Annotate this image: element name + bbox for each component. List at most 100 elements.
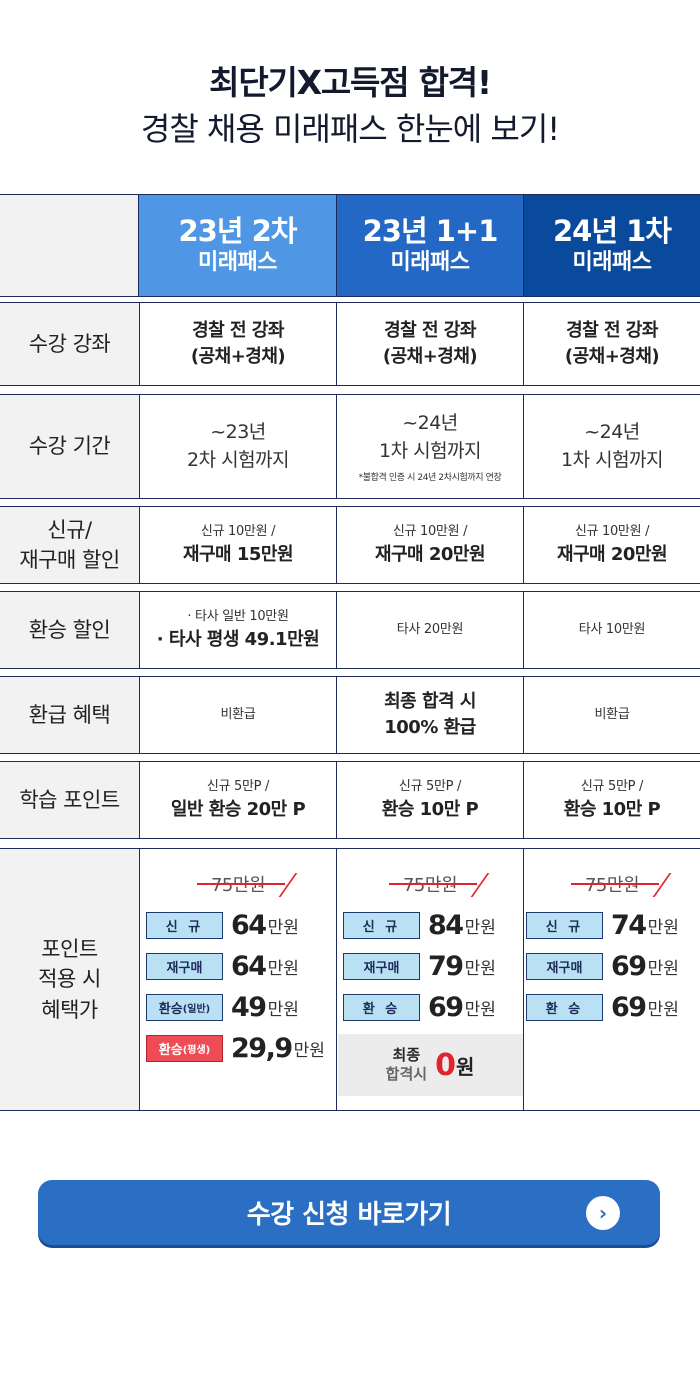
price-unit: 만원 [267,1000,299,1020]
tag-text: 환 승 [362,1002,401,1017]
original-price: 75만원 [388,871,490,897]
original-price: 75만원 [570,871,672,897]
cell-text: ~24년 [584,420,640,443]
row-points: 학습 포인트 신규 5만P / 일반 환승 20만 P 신규 5만P / 환승 10… [0,761,700,839]
final-label-line: 합격시 [385,1065,428,1083]
enroll-button-label: 수강 신청 바로가기 [246,1200,452,1230]
table-cell: 신규 10만원 / 재구매 20만원 [336,507,523,583]
cell-text: 신규 5만P / [398,779,462,795]
table-header-row: 23년 2차 미래패스 23년 1+1 미래패스 24년 1차 미래패스 [0,194,700,297]
hero-subheadline: 경찰 채용 미래패스 한눈에 보기! [140,110,560,148]
column-title: 24년 1차 [553,213,672,248]
cell-text: (공채+경채) [190,346,286,367]
tag-text: 신 규 [362,920,401,935]
tag-text: 환 승 [545,1002,584,1017]
cell-text: 신규 5만P / [580,779,644,795]
table-cell: 경찰 전 강좌 (공채+경채) [336,303,523,385]
hero-headline: 최단기X고득점 합격! [209,63,492,102]
table-cell: ~24년 1차 시험까지 *불합격 인증 시 24년 2차시험까지 연장 [336,395,523,498]
cell-text: 재구매 20만원 [556,543,668,565]
column-title: 23년 1+1 [362,213,499,248]
cell-text: 경찰 전 강좌 [192,319,284,341]
row-label: 수강 기간 [28,434,111,459]
cell-text: 재구매 20만원 [374,543,486,565]
table-cell: 타사 20만원 [336,592,523,668]
price-value: 64 [231,951,267,982]
cell-text: 100% 환급 [384,717,476,738]
price-unit: 만원 [464,918,496,938]
row-label: 학습 포인트 [19,787,120,812]
header-blank-cell [0,195,139,296]
cell-text: 타사 10만원 [578,622,646,638]
price-tag: 재구매 [526,953,603,980]
price-row: 재구매 79 만원 [337,946,523,987]
price-unit: 만원 [464,959,496,979]
footnote: *불합격 인증 시 24년 2차시험까지 연장 [358,472,502,483]
row-refund: 환급 혜택 비환급 최종 합격 시 100% 환급 비환급 [0,676,700,754]
row-label-cell: 수강 기간 [0,395,139,498]
cell-text: 신규 5만P / [206,779,270,795]
hero-title: 최단기X고득점 합격! 경찰 채용 미래패스 한눈에 보기! [0,0,700,195]
column-subtitle: 미래패스 [198,249,277,275]
price-tag: 환 승 [343,994,420,1021]
original-price: 75만원 [196,871,298,897]
table-cell: 신규 5만P / 환승 10만 P [336,762,523,838]
cell-text: (공채+경채) [382,346,478,367]
row-label-cell: 환급 혜택 [0,677,139,753]
price-tag: 재구매 [343,953,420,980]
chevron-right-icon: › [586,1196,620,1230]
price-row: 신 규 74 만원 [524,905,700,946]
row-courses: 수강 강좌 경찰 전 강좌 (공채+경채) 경찰 전 강좌 (공채+경채) 경찰 전… [0,302,700,386]
enroll-button[interactable]: 수강 신청 바로가기 › [38,1180,660,1245]
cell-text: 신규 10만원 / [200,524,276,540]
tag-text: 재구매 [546,961,583,976]
price-tag-highlight: 환승 (평생) [146,1035,223,1062]
price-row: 재구매 69 만원 [524,946,700,987]
price-tag: 환 승 [526,994,603,1021]
table-cell: 비환급 [523,677,700,753]
row-label: 수강 강좌 [28,331,111,356]
table-cell: 비환급 [139,677,336,753]
table-cell: 신규 10만원 / 재구매 15만원 [139,507,336,583]
row-label: 적용 시 [38,967,101,992]
table-cell: 신규 5만P / 환승 10만 P [523,762,700,838]
tag-text: 환승 [158,1043,183,1058]
column-title: 23년 2차 [178,213,298,248]
cell-text: · 타사 일반 10만원 [187,609,289,625]
column-header-23-2: 23년 2차 미래패스 [139,195,336,296]
price-cell: 75만원 신 규 64 만원 재구매 64 만원 환승 (일반) 49 만원 환승 (평생) 29… [139,849,336,1110]
price-tag: 재구매 [146,953,223,980]
price-value: 69 [611,951,647,982]
cell-text: 1차 시험까지 [378,440,482,462]
tag-text: 신 규 [545,920,584,935]
price-value: 29,9 [231,1033,293,1064]
strikethrough [570,883,660,885]
price-unit: 만원 [647,959,679,979]
column-subtitle: 미래패스 [572,249,652,275]
table-cell: 신규 5만P / 일반 환승 20만 P [139,762,336,838]
row-label: 신규/ [47,517,92,542]
final-price-unit: 원 [455,1054,475,1079]
price-unit: 만원 [293,1041,325,1061]
price-row: 신 규 84 만원 [337,905,523,946]
price-value: 69 [428,992,464,1023]
price-tag: 신 규 [343,912,420,939]
tag-subtext: (평생) [182,1045,211,1056]
price-cell: 75만원 신 규 74 만원 재구매 69 만원 환 승 69 만원 [523,849,700,1110]
row-label-cell: 환승 할인 [0,592,139,668]
price-row: 환승 (평생) 29,9 만원 [140,1028,336,1069]
table-cell: ~24년 1차 시험까지 [523,395,700,498]
row-period: 수강 기간 ~23년 2차 시험까지 ~24년 1차 시험까지 *불합격 인증 시 2… [0,394,700,499]
table-cell: 최종 합격 시 100% 환급 [336,677,523,753]
price-value: 69 [611,992,647,1023]
row-label-cell: 수강 강좌 [0,303,139,385]
price-unit: 만원 [267,918,299,938]
tag-text: 환승 [158,1002,183,1017]
cell-text: ~23년 [210,420,266,443]
check-mark-icon [638,873,672,897]
check-mark-icon [456,873,490,897]
price-row: 환 승 69 만원 [524,987,700,1028]
column-subtitle: 미래패스 [390,249,470,275]
final-label: 최종 합격시 [386,1046,427,1084]
